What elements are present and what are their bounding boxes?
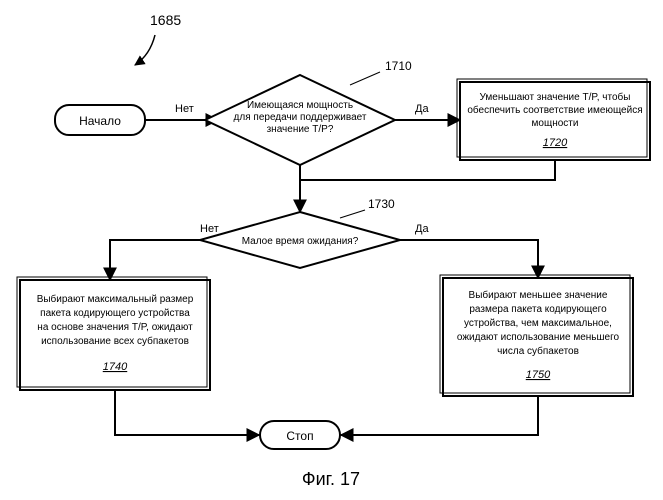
- box-1720: Уменьшают значение T/P, чтобы обеспечить…: [457, 79, 650, 160]
- conn-d2-1750: [400, 240, 538, 278]
- b1750-ref: 1750: [526, 369, 551, 381]
- d1-line2: для передачи поддерживает: [234, 112, 367, 123]
- b1720-l3: мощности: [532, 118, 579, 129]
- d1-no-label: Нет: [175, 103, 194, 115]
- d2-yes-label: Да: [415, 223, 429, 235]
- conn-1750-stop: [341, 396, 538, 435]
- b1720-l1: Уменьшают значение T/P, чтобы: [480, 91, 631, 103]
- ref-1730-leader: [340, 210, 365, 218]
- d1-line3: значение T/P?: [267, 124, 334, 135]
- conn-d2-1740: [110, 240, 200, 280]
- b1740-l1: Выбирают максимальный размер: [37, 293, 194, 305]
- b1740-l3: на основе значения T/P, ожидают: [37, 322, 193, 333]
- d1-line1: Имеющаяся мощность: [247, 100, 353, 111]
- conn-1720-merge: [300, 160, 555, 180]
- figure-ref: 1685: [150, 12, 181, 28]
- b1720-ref: 1720: [543, 137, 568, 149]
- d1-yes-label: Да: [415, 103, 429, 115]
- b1750-l3: устройства, чем максимальное,: [464, 318, 612, 329]
- start-node: Начало: [55, 105, 145, 135]
- figure-ref-arrow: [135, 35, 155, 65]
- ref-1710: 1710: [385, 59, 412, 73]
- b1750-l4: ожидают использование меньшего: [457, 332, 620, 343]
- start-label: Начало: [79, 114, 121, 128]
- figure-caption: Фиг. 17: [302, 469, 360, 489]
- decision-1710: Имеющаяся мощность для передачи поддержи…: [205, 75, 395, 165]
- b1750-l5: числа субпакетов: [497, 345, 579, 357]
- conn-1740-stop: [115, 390, 259, 435]
- b1740-l2: пакета кодирующего устройства: [40, 308, 190, 319]
- d2-no-label: Нет: [200, 223, 219, 235]
- ref-1710-leader: [350, 72, 380, 85]
- b1720-l2: обеспечить соответствие имеющейся: [467, 104, 642, 116]
- d2-line1: Малое время ожидания?: [242, 236, 359, 247]
- decision-1730: Малое время ожидания?: [200, 212, 400, 268]
- box-1750: Выбирают меньшее значение размера пакета…: [440, 275, 633, 396]
- b1740-ref: 1740: [103, 361, 128, 373]
- box-1740: Выбирают максимальный размер пакета коди…: [17, 277, 210, 390]
- b1750-l1: Выбирают меньшее значение: [469, 289, 608, 301]
- b1750-l2: размера пакета кодирующего: [469, 304, 607, 315]
- stop-label: Стоп: [286, 429, 313, 443]
- ref-1730: 1730: [368, 197, 395, 211]
- stop-node: Стоп: [256, 421, 344, 449]
- b1740-l4: использование всех субпакетов: [41, 335, 189, 347]
